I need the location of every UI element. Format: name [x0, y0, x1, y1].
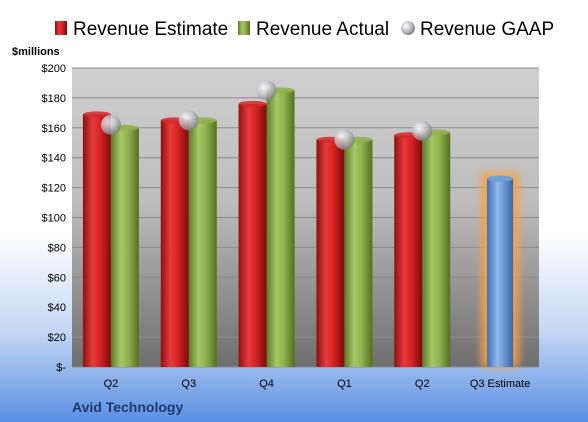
gaap-marker: [100, 114, 121, 135]
x-tick-label: Q3 Estimate: [470, 378, 531, 390]
legend-swatch-gaap: [401, 21, 415, 35]
bar-revenue-estimate: [160, 120, 189, 367]
legend: Revenue Estimate Revenue Actual Revenue GA…: [55, 19, 554, 40]
company-name: Avid Technology: [72, 399, 183, 415]
legend-swatch: [55, 21, 67, 35]
x-tick-label: Q3: [181, 378, 196, 390]
bar-revenue-actual: [266, 90, 295, 368]
x-axis-ticks: Q2 Q3 Q4 Q1 Q2 Q3 Estimate: [104, 378, 531, 390]
gaap-marker: [334, 129, 355, 150]
y-tick-label: $180: [42, 93, 66, 105]
y-tick-label: $40: [48, 302, 66, 314]
gaap-marker: [256, 80, 277, 101]
y-tick-label: $80: [48, 242, 66, 254]
legend-label: Revenue Actual: [256, 19, 389, 40]
bar-top-cap: [82, 111, 111, 118]
bar-top-cap: [487, 175, 514, 182]
bar-revenue-actual: [344, 139, 373, 367]
gaap-marker: [178, 110, 199, 131]
y-axis-ticks: $- $20 $40 $60 $80 $100 $120 $140 $160 $180 $200: [42, 63, 67, 374]
gridlines: [72, 67, 539, 368]
legend-label: Revenue Estimate: [73, 19, 228, 40]
y-tick-label: $200: [42, 63, 66, 75]
bar-top-cap: [238, 100, 267, 107]
y-tick-label: $160: [42, 123, 66, 135]
bar-revenue-estimate: [394, 135, 423, 367]
y-tick-label: $-: [56, 362, 66, 374]
x-tick-label: Q1: [337, 378, 352, 390]
gaap-marker-layer: [100, 80, 433, 150]
bar-revenue-estimate: [238, 103, 267, 367]
bar-revenue-estimate: [82, 114, 111, 367]
bar-revenue-actual: [110, 127, 139, 367]
legend-label: Revenue GAAP: [420, 19, 554, 40]
legend-swatch: [238, 21, 250, 35]
bar-revenue-actual: [422, 132, 451, 367]
x-tick-label: Q2: [104, 378, 119, 390]
bar-revenue-actual: [188, 120, 217, 367]
y-tick-label: $60: [48, 272, 66, 284]
y-tick-label: $140: [42, 153, 66, 165]
y-tick-label: $20: [48, 332, 66, 344]
x-tick-label: Q2: [415, 378, 430, 390]
x-tick-label: Q4: [259, 378, 274, 390]
gaap-marker: [412, 120, 433, 141]
units-label: $millions: [12, 46, 60, 58]
bar-q3-estimate: [487, 178, 514, 367]
bar-revenue-estimate: [316, 139, 345, 367]
y-tick-label: $120: [42, 183, 66, 195]
y-tick-label: $100: [42, 213, 66, 225]
